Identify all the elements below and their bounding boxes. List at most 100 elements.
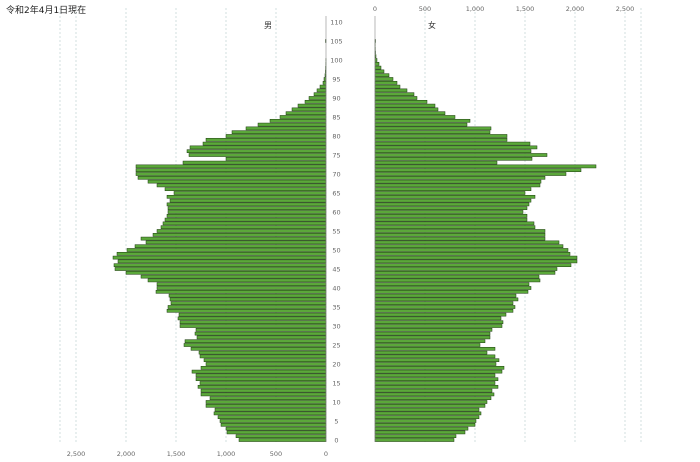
female-bar (374, 225, 536, 230)
age-tick-label: 100 (330, 57, 342, 65)
male-bar (209, 396, 327, 401)
male-bar (225, 156, 327, 161)
female-bar (374, 354, 496, 359)
female-bar (374, 426, 469, 431)
female-bar (374, 168, 582, 173)
age-tick-label: 70 (332, 171, 340, 179)
female-bar (374, 153, 548, 157)
female-bar (374, 164, 597, 169)
male-bar (291, 107, 327, 112)
female-bar (374, 99, 428, 104)
male-bar (297, 103, 327, 108)
male-bar (160, 225, 327, 230)
male-bar (313, 92, 327, 97)
female-bar (374, 145, 538, 150)
male-bar (189, 145, 327, 150)
male-bar (173, 191, 327, 195)
female-bar (374, 377, 499, 382)
female-bar (374, 331, 491, 336)
female-bar (374, 369, 503, 374)
female-bar (374, 403, 486, 408)
male-bar (137, 175, 327, 180)
male-bar (145, 240, 327, 245)
male-bar (220, 422, 327, 427)
male-label: 男 (264, 21, 272, 30)
female-bar (374, 316, 502, 321)
female-bar (374, 122, 468, 127)
female-bar (374, 236, 546, 241)
age-tick-label: 20 (332, 361, 340, 369)
age-tick-label: 90 (332, 95, 340, 103)
age-tick-label: 25 (332, 342, 340, 350)
female-bar (374, 80, 398, 85)
male-bar (199, 381, 327, 385)
female-bar (374, 392, 495, 397)
female-bar (374, 346, 496, 351)
age-tick-label: 5 (334, 418, 338, 426)
female-bar (374, 251, 571, 256)
female-bar (374, 259, 578, 264)
female-bar (374, 388, 493, 393)
age-tick-label: 50 (332, 247, 340, 255)
female-bar (374, 267, 558, 271)
female-bar (374, 65, 382, 70)
female-bar (374, 187, 532, 192)
male-bar (205, 403, 327, 408)
x-tick-label-right: 1,000 (466, 5, 485, 13)
female-bar (374, 365, 505, 370)
male-bar (126, 248, 327, 252)
female-bar (374, 320, 504, 325)
male-bar (147, 278, 327, 283)
age-tick-label: 30 (332, 323, 340, 331)
female-bar (374, 407, 480, 412)
female-bar (374, 77, 394, 81)
male-bar (191, 369, 327, 374)
female-bar (374, 343, 481, 347)
male-bar (156, 183, 327, 188)
male-bar (186, 149, 327, 154)
male-bar (219, 419, 327, 423)
chart-title: 令和2年4月1日現在 (6, 6, 87, 16)
female-label: 女 (428, 20, 436, 30)
age-tick-label: 55 (332, 228, 340, 236)
male-bar (217, 415, 327, 420)
male-bar (134, 244, 327, 249)
male-bar (178, 312, 327, 317)
male-bar (197, 384, 327, 389)
male-bar (195, 377, 327, 382)
male-bar (214, 407, 327, 412)
male-bar (168, 293, 327, 298)
male-bar (182, 160, 327, 165)
male-bar (167, 206, 327, 211)
female-bar (374, 156, 533, 161)
female-bar (374, 240, 560, 245)
female-bar (374, 202, 530, 207)
female-bar (374, 305, 516, 309)
male-bar (167, 305, 327, 309)
male-bar (304, 99, 327, 104)
female-bar (374, 415, 480, 420)
female-bar (374, 350, 488, 355)
female-bar (374, 141, 531, 146)
age-tick-label: 40 (332, 285, 340, 293)
x-tick-label-right: 500 (419, 5, 431, 13)
male-bar (279, 115, 327, 119)
age-tick-label: 85 (332, 114, 340, 122)
female-bar (374, 270, 556, 275)
age-tick-label: 10 (332, 399, 340, 407)
female-bar (374, 232, 546, 237)
female-bar (374, 438, 455, 442)
male-bar (113, 263, 327, 268)
male-bar (196, 335, 327, 340)
male-bar (179, 320, 327, 325)
female-bar (374, 175, 546, 180)
female-bar (374, 221, 535, 226)
x-tick-label-right: 2,500 (616, 5, 635, 13)
male-bar (198, 350, 327, 355)
male-bar (183, 343, 327, 347)
female-bar (374, 134, 508, 138)
male-bar (117, 259, 327, 264)
male-bar (112, 255, 327, 260)
male-bar (167, 210, 327, 214)
male-bar (188, 153, 327, 157)
